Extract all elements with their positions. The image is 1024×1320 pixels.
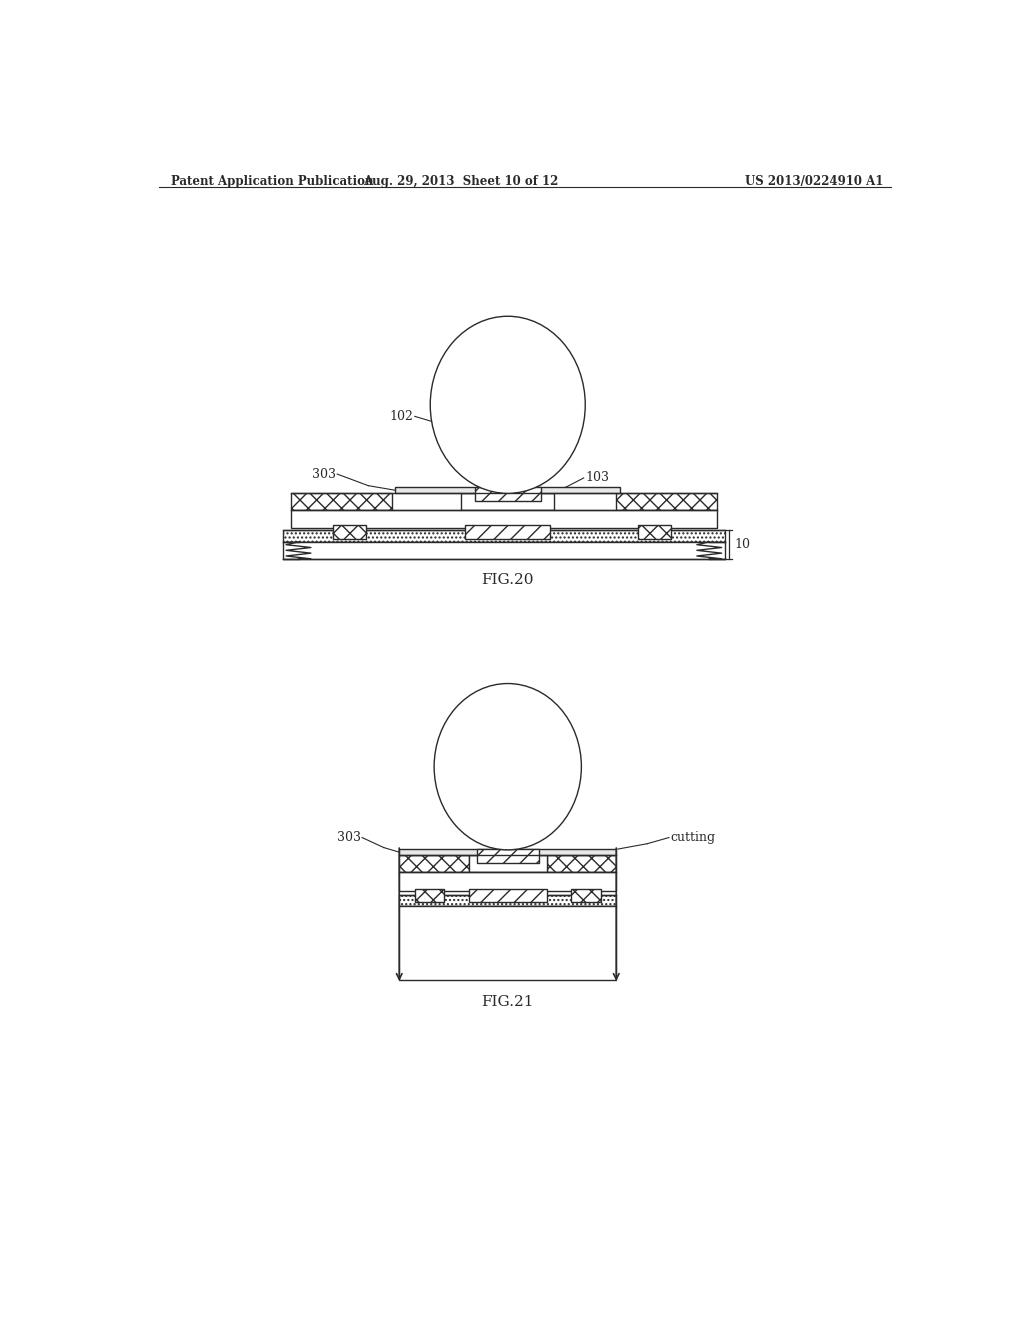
Bar — [399, 873, 616, 891]
Text: cutting: cutting — [671, 832, 716, 843]
Bar — [638, 525, 671, 539]
Bar — [475, 487, 541, 502]
Text: Patent Application Publication: Patent Application Publication — [171, 176, 373, 189]
Bar — [477, 849, 539, 863]
Text: 103: 103 — [586, 471, 609, 484]
Text: 102: 102 — [389, 409, 414, 422]
Bar — [399, 895, 616, 906]
Ellipse shape — [434, 684, 582, 850]
Bar — [571, 890, 601, 903]
Bar — [465, 525, 550, 539]
Text: 10: 10 — [735, 537, 751, 550]
Bar — [616, 494, 717, 511]
Bar — [399, 849, 616, 855]
Text: FIG.21: FIG.21 — [481, 994, 534, 1008]
Bar — [399, 855, 469, 873]
Bar — [547, 855, 616, 873]
Text: Aug. 29, 2013  Sheet 10 of 12: Aug. 29, 2013 Sheet 10 of 12 — [364, 176, 559, 189]
Ellipse shape — [430, 317, 586, 494]
Bar — [283, 543, 725, 558]
Bar — [461, 494, 554, 511]
Bar — [469, 855, 547, 873]
Bar — [291, 494, 391, 511]
Text: US 2013/0224910 A1: US 2013/0224910 A1 — [745, 176, 884, 189]
Bar — [291, 511, 717, 528]
Bar — [283, 529, 725, 543]
Text: 303: 303 — [311, 467, 336, 480]
Bar — [415, 890, 444, 903]
Bar — [399, 906, 616, 979]
Bar — [395, 487, 621, 494]
Bar — [469, 890, 547, 903]
Text: FIG.20: FIG.20 — [481, 573, 534, 586]
Bar — [334, 525, 366, 539]
Text: 303: 303 — [337, 832, 360, 843]
